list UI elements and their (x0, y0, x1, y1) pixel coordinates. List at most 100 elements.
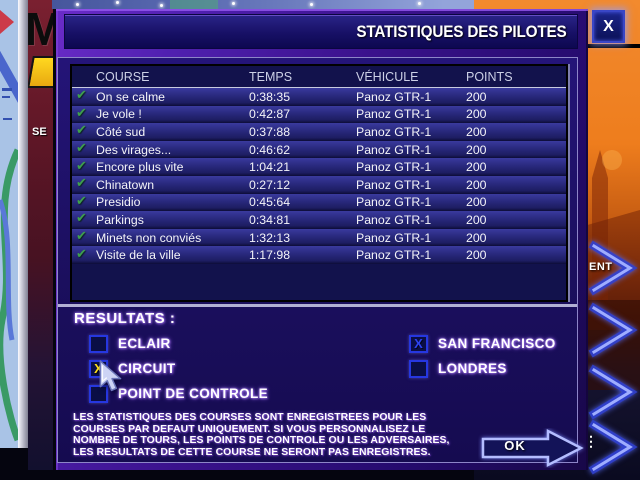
checkbox-mark: X (414, 335, 423, 351)
section-divider (58, 304, 577, 307)
menu-text-fragment-left: SE (32, 126, 47, 138)
cell-temps: 1:04:21 (249, 160, 291, 175)
table-row[interactable]: ✔ Des virages... 0:46:62 Panoz GTR-1 200 (72, 140, 566, 159)
background-gray-bar (18, 0, 28, 448)
chevron-icon[interactable] (591, 367, 633, 417)
cell-points: 200 (466, 107, 487, 122)
cell-points: 200 (466, 230, 487, 245)
cell-course: Visite de la ville (96, 248, 181, 263)
table-row[interactable]: ✔ Je vole ! 0:42:87 Panoz GTR-1 200 (72, 104, 566, 124)
cell-points: 200 (466, 89, 487, 104)
statistics-dialog: STATISTIQUES DES PILOTES COURSE TEMPS VÉ… (56, 9, 588, 470)
completed-check-icon: ✔ (76, 122, 87, 138)
game-logo-fragment: M (28, 3, 53, 55)
checkbox-label: CIRCUIT (118, 361, 176, 376)
cell-vehicule: Panoz GTR-1 (356, 107, 432, 122)
cell-vehicule: Panoz GTR-1 (356, 230, 432, 245)
note-line: LES STATISTIQUES DES COURSES SONT ENREGI… (73, 412, 427, 423)
cell-course: Des virages... (96, 142, 172, 157)
table-row[interactable]: ✔ Parkings 0:34:81 Panoz GTR-1 200 (72, 210, 566, 229)
completed-check-icon: ✔ (76, 140, 87, 156)
light-dot (116, 1, 119, 4)
table-header-row: COURSE TEMPS VÉHICULE POINTS (72, 66, 566, 88)
light-dot (160, 4, 163, 7)
checkbox-label: POINT DE CONTROLE (118, 386, 269, 401)
table-row[interactable]: ✔ On se calme 0:38:35 Panoz GTR-1 200 (72, 87, 566, 106)
cell-points: 200 (466, 195, 487, 210)
checkbox[interactable] (89, 334, 108, 353)
checkbox-label: LONDRES (438, 361, 507, 376)
results-heading: RESULTATS : (74, 310, 176, 327)
cell-vehicule: Panoz GTR-1 (356, 89, 432, 104)
cell-temps: 0:37:88 (249, 124, 291, 139)
checkbox-row: X SAN FRANCISCO (409, 334, 556, 353)
cell-vehicule: Panoz GTR-1 (356, 160, 432, 175)
cell-course: Minets non conviés (96, 230, 202, 245)
ok-button[interactable] (478, 428, 590, 468)
chevron-icon[interactable] (588, 419, 638, 475)
cell-course: Presidio (96, 195, 141, 210)
chevron-icon[interactable] (588, 364, 638, 420)
stats-note: LES STATISTIQUES DES COURSES SONT ENREGI… (73, 412, 473, 458)
checkbox[interactable] (409, 359, 428, 378)
light-dot (232, 2, 235, 5)
chevron-icon[interactable] (591, 422, 633, 472)
menu-text-fragment-right: ENT (589, 261, 613, 273)
table-row[interactable]: ✔ Minets non conviés 1:32:13 Panoz GTR-1… (72, 228, 566, 247)
header-temps: TEMPS (249, 69, 293, 84)
cell-course: Encore plus vite (96, 160, 184, 175)
table-row[interactable]: ✔ Visite de la ville 1:17:98 Panoz GTR-1… (72, 246, 566, 264)
checkbox-row: LONDRES (409, 359, 556, 378)
checkbox-row: ECLAIR (89, 334, 268, 353)
completed-check-icon: ✔ (76, 175, 87, 191)
close-button[interactable]: X (592, 10, 625, 43)
ok-button-label[interactable]: OK (504, 438, 526, 453)
artwork-shapes (0, 10, 18, 442)
cell-temps: 1:17:98 (249, 248, 291, 263)
dialog-title-bar: STATISTIQUES DES PILOTES (64, 14, 578, 49)
mouse-cursor-icon (99, 360, 122, 392)
game-logo-yellow-fragment (28, 56, 53, 88)
background-artwork-left (0, 0, 18, 448)
cell-vehicule: Panoz GTR-1 (356, 212, 432, 227)
table-row[interactable]: ✔ Chinatown 0:27:12 Panoz GTR-1 200 (72, 175, 566, 194)
stats-table: COURSE TEMPS VÉHICULE POINTS ✔ On se cal… (70, 64, 568, 302)
cell-temps: 0:27:12 (249, 177, 291, 192)
chevron-icon[interactable] (591, 243, 633, 293)
cell-points: 200 (466, 142, 487, 157)
cell-temps: 0:45:64 (249, 195, 291, 210)
completed-check-icon: ✔ (76, 157, 87, 173)
chevron-icon[interactable] (591, 305, 633, 355)
completed-check-icon: ✔ (76, 228, 87, 244)
header-course: COURSE (96, 69, 150, 84)
nav-chevron-buttons[interactable] (570, 230, 640, 480)
completed-check-icon: ✔ (76, 192, 87, 208)
table-row[interactable]: ✔ Côté sud 0:37:88 Panoz GTR-1 200 (72, 122, 566, 141)
cell-temps: 0:34:81 (249, 212, 291, 227)
cell-vehicule: Panoz GTR-1 (356, 177, 432, 192)
ok-arrow-shape[interactable] (481, 428, 584, 468)
cell-points: 200 (466, 248, 487, 263)
checkbox[interactable] (89, 384, 108, 403)
header-vehicule: VÉHICULE (356, 69, 419, 84)
cell-course: Côté sud (96, 124, 146, 139)
cell-temps: 0:46:62 (249, 142, 291, 157)
cell-points: 200 (466, 177, 487, 192)
checkbox-label: SAN FRANCISCO (438, 336, 556, 351)
checkbox[interactable]: X (409, 334, 428, 353)
background-green-streak (170, 0, 218, 9)
table-row[interactable]: ✔ Presidio 0:45:64 Panoz GTR-1 200 (72, 192, 566, 212)
cell-course: Parkings (96, 212, 144, 227)
light-dot (310, 3, 313, 6)
cell-points: 200 (466, 212, 487, 227)
table-row[interactable]: ✔ Encore plus vite 1:04:21 Panoz GTR-1 2… (72, 158, 566, 176)
note-line: LES RESULTATS DE CETTE COURSE NE SERONT … (73, 446, 431, 458)
background-strip: M SE (28, 0, 53, 470)
completed-check-icon: ✔ (76, 104, 87, 120)
completed-check-icon: ✔ (76, 210, 87, 226)
dialog-content: COURSE TEMPS VÉHICULE POINTS ✔ On se cal… (57, 57, 584, 468)
completed-check-icon: ✔ (76, 87, 87, 103)
cell-temps: 0:38:35 (249, 89, 291, 104)
chevron-icon[interactable] (588, 302, 638, 358)
